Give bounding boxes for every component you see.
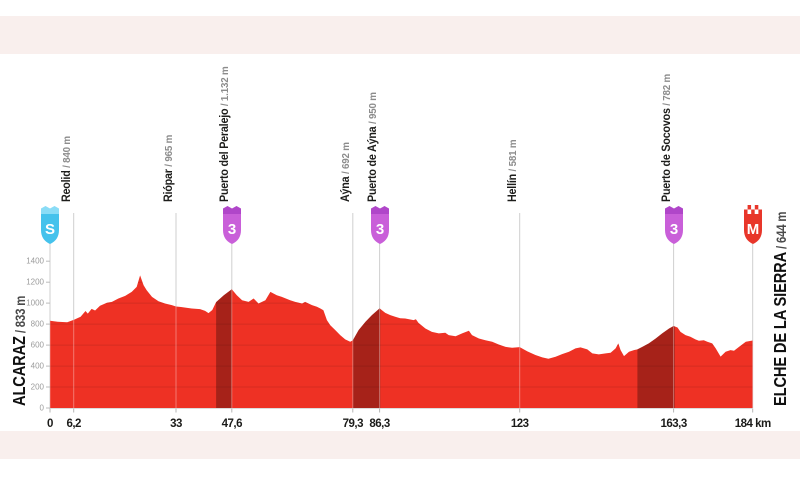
place-name: Aýna <box>339 176 352 202</box>
x-axis: 0 6,2 33 47,6 79,3 86,3 123 163,3 184 km <box>47 408 771 430</box>
marker-label: Puerto del Peralejo / 1.132 m <box>219 67 231 202</box>
y-axis: 0 200 400 600 800 1000 1200 1400 <box>26 257 50 413</box>
place-name: Puerto de Socovos <box>660 108 673 202</box>
place-name: ELCHE DE LA SIERRA <box>770 251 790 406</box>
svg-text:86,3: 86,3 <box>369 418 389 430</box>
svg-text:79,3: 79,3 <box>343 418 363 430</box>
place-elevation: / 581 m <box>506 139 519 174</box>
marker-label: Aýna / 692 m <box>340 142 352 202</box>
checker-square <box>754 205 759 210</box>
svg-text:123: 123 <box>511 418 529 430</box>
checker-square <box>743 209 748 214</box>
badge-flag <box>222 206 241 216</box>
cat3-icon: 3 <box>370 206 389 244</box>
place-name: Puerto de Aýna <box>366 126 379 202</box>
svg-text:3: 3 <box>669 221 677 238</box>
svg-text:3: 3 <box>228 221 236 238</box>
marker-label: Puerto de Socovos / 782 m <box>661 74 673 202</box>
finish-icon: M <box>743 205 762 244</box>
place-name: Riópar <box>163 169 176 202</box>
checker-square <box>750 209 755 214</box>
place-name: Reolid <box>60 170 73 202</box>
svg-text:1000: 1000 <box>26 299 44 308</box>
finish-badge: M <box>741 203 765 252</box>
checker-square <box>747 209 751 214</box>
bottom-accent-band <box>0 431 800 459</box>
badge-flag <box>41 206 59 216</box>
place-elevation: / 950 m <box>366 92 379 127</box>
marker-label: Reolid / 840 m <box>61 136 73 202</box>
checker-square <box>750 205 755 210</box>
svg-text:0: 0 <box>47 418 53 430</box>
place-elevation: / 840 m <box>60 136 73 171</box>
svg-text:0: 0 <box>40 404 45 413</box>
finish-label: ELCHE DE LA SIERRA / 644 m <box>770 211 791 406</box>
checker-square <box>754 209 759 214</box>
badge-flag <box>370 206 389 216</box>
svg-text:M: M <box>746 221 759 238</box>
place-elevation: / 965 m <box>163 134 176 170</box>
svg-text:163,3: 163,3 <box>660 418 686 430</box>
svg-text:3: 3 <box>375 221 383 238</box>
top-accent-band <box>0 16 800 54</box>
svg-text:200: 200 <box>31 383 45 392</box>
place-elevation: / 1.132 m <box>218 66 231 109</box>
svg-text:400: 400 <box>31 362 45 371</box>
checker-square <box>747 205 751 210</box>
svg-text:1200: 1200 <box>26 278 44 287</box>
cat3-badge: 3 <box>662 203 686 252</box>
svg-text:6,2: 6,2 <box>66 418 81 430</box>
cat3-badge: 3 <box>220 203 244 252</box>
checker-square <box>758 205 762 210</box>
cat3-icon: 3 <box>664 206 683 244</box>
start-badge: S <box>38 203 62 252</box>
place-name: Puerto del Peralejo <box>218 108 231 202</box>
svg-text:47,6: 47,6 <box>222 418 242 430</box>
badge-flag <box>664 206 683 216</box>
place-elevation: / 692 m <box>339 142 352 177</box>
marker-label: Puerto de Aýna / 950 m <box>367 92 379 202</box>
place-name: Hellín <box>506 173 519 202</box>
svg-text:33: 33 <box>170 418 182 430</box>
marker-label: Hellín / 581 m <box>507 140 519 202</box>
place-elevation: / 833 m <box>13 295 28 337</box>
cat3-icon: 3 <box>222 206 241 244</box>
start-label: ALCARAZ / 833 m <box>9 295 30 406</box>
svg-text:1400: 1400 <box>26 257 44 266</box>
start-icon: S <box>41 206 59 244</box>
checker-square <box>743 205 748 210</box>
marker-label: Riópar / 965 m <box>163 135 175 202</box>
place-name: ALCARAZ <box>9 336 29 406</box>
cat3-badge: 3 <box>368 203 392 252</box>
profile-area <box>50 275 753 408</box>
svg-text:184 km: 184 km <box>735 418 771 430</box>
place-elevation: / 644 m <box>774 211 789 252</box>
svg-text:800: 800 <box>31 320 45 329</box>
place-elevation: / 782 m <box>660 73 673 109</box>
checker-square <box>758 209 762 214</box>
svg-text:S: S <box>45 221 55 238</box>
svg-text:600: 600 <box>31 341 45 350</box>
